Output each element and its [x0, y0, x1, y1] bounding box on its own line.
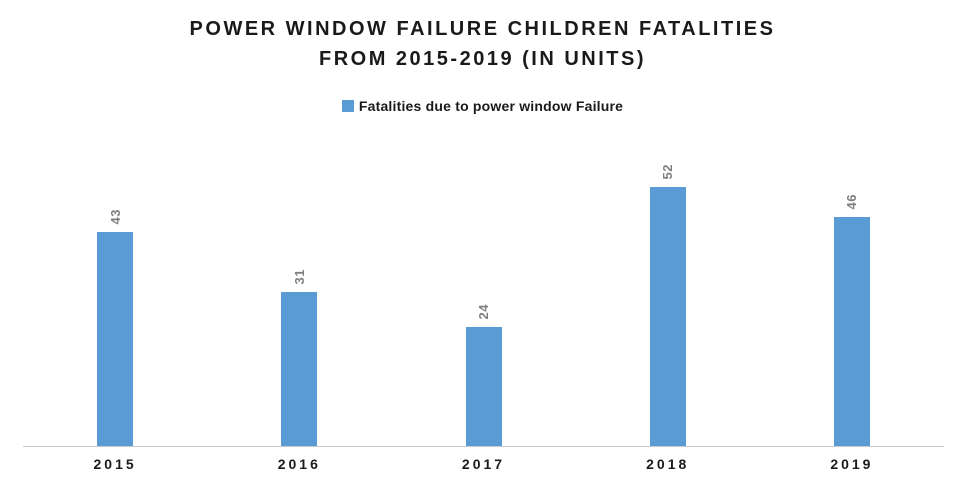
bar-value-label-2019: 46 — [844, 193, 860, 209]
plot-area: 43 31 24 52 46 — [23, 147, 944, 447]
x-axis-label-2015: 2015 — [93, 456, 137, 472]
chart-title: POWER WINDOW FAILURE CHILDREN FATALITIES… — [0, 14, 965, 74]
x-axis-labels: 2015 2016 2017 2018 2019 — [23, 456, 944, 472]
bar-column-2018: 52 — [576, 147, 760, 447]
bar-value-label-2017: 24 — [476, 303, 491, 319]
bar-2017 — [465, 327, 502, 447]
x-axis-line — [23, 446, 944, 447]
x-axis-label-2017: 2017 — [461, 456, 506, 472]
bar-2015 — [97, 232, 134, 447]
bar-column-2017: 24 — [391, 147, 575, 447]
bar-value-label-2016: 31 — [291, 268, 307, 284]
bar-column-2015: 43 — [23, 147, 207, 447]
bar-column-2019: 46 — [760, 147, 944, 447]
legend: Fatalities due to power window Failure — [0, 98, 965, 114]
bar-value-label-2015: 43 — [107, 208, 123, 224]
x-axis-label-2016: 2016 — [277, 456, 321, 472]
legend-label: Fatalities due to power window Failure — [358, 98, 624, 114]
legend-swatch-icon — [341, 100, 354, 112]
bar-2018 — [649, 187, 686, 447]
chart-title-line2: FROM 2015-2019 (IN UNITS) — [318, 48, 646, 70]
bar-column-2016: 31 — [207, 147, 391, 447]
x-axis-label-2018: 2018 — [646, 456, 690, 472]
x-axis-label-2019: 2019 — [830, 456, 874, 472]
chart-title-line1: POWER WINDOW FAILURE CHILDREN FATALITIES — [189, 18, 776, 40]
bar-value-label-2018: 52 — [660, 163, 676, 179]
bar-2019 — [833, 217, 870, 447]
bar-2016 — [281, 292, 318, 447]
